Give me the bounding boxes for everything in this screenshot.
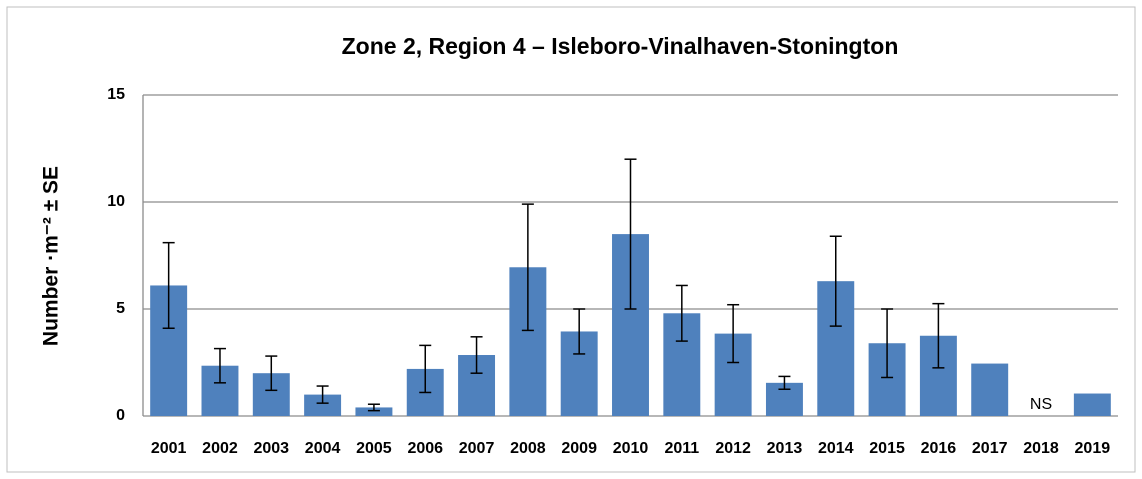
annotation: NS	[1030, 396, 1052, 413]
x-tick-label: 2002	[202, 440, 238, 457]
chart-title: Zone 2, Region 4 – Isleboro-Vinalhaven-S…	[342, 33, 899, 59]
x-tick-label: 2018	[1023, 440, 1059, 457]
bar	[304, 394, 342, 416]
x-tick-label: 2010	[613, 440, 649, 457]
y-tick-label: 10	[107, 193, 125, 210]
x-tick-label: 2006	[407, 440, 443, 457]
x-tick-label: 2003	[253, 440, 289, 457]
bar	[971, 363, 1009, 416]
x-tick-label: 2004	[305, 440, 341, 457]
x-tick-label: 2007	[459, 440, 495, 457]
x-tick-label: 2005	[356, 440, 392, 457]
y-tick-label: 0	[116, 407, 125, 424]
bar	[355, 407, 393, 416]
x-tick-label: 2012	[715, 440, 751, 457]
x-tick-label: 2017	[972, 440, 1008, 457]
y-tick-label: 15	[107, 86, 125, 103]
x-tick-label: 2019	[1075, 440, 1111, 457]
x-tick-label: 2008	[510, 440, 546, 457]
x-tick-label: 2013	[767, 440, 803, 457]
x-tick-label: 2009	[561, 440, 597, 457]
y-tick-label: 5	[116, 300, 125, 317]
y-axis-label: Number ·m⁻² ± SE	[40, 166, 63, 346]
x-tick-label: 2016	[921, 440, 957, 457]
bar	[1073, 393, 1111, 416]
x-tick-label: 2001	[151, 440, 187, 457]
x-tick-label: 2011	[664, 440, 699, 457]
x-tick-label: 2015	[869, 440, 905, 457]
x-tick-label: 2014	[818, 440, 854, 457]
